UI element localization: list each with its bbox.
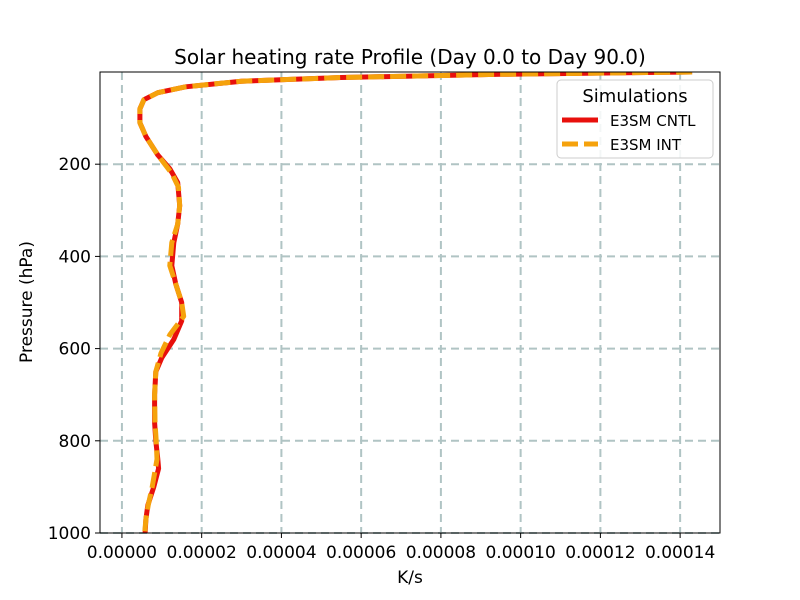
series-line-int — [137, 72, 693, 533]
x-tick-label: 0.00004 — [246, 543, 316, 563]
plot-area — [137, 72, 693, 533]
y-axis: 200 400 600 800 1000 — [48, 155, 100, 544]
grid — [100, 72, 720, 534]
plot-frame — [99, 71, 721, 534]
chart-title: Solar heating rate Profile (Day 0.0 to D… — [174, 45, 646, 69]
legend-label-int: E3SM INT — [610, 136, 682, 154]
x-tick-label: 0.00010 — [485, 543, 555, 563]
y-tick-label: 1000 — [48, 524, 91, 544]
legend: Simulations E3SM CNTL E3SM INT — [556, 79, 714, 159]
x-tick-label: 0.00008 — [406, 543, 476, 563]
x-tick-label: 0.00000 — [87, 543, 157, 563]
legend-box — [556, 79, 714, 159]
y-tick-label: 400 — [59, 247, 91, 267]
x-axis-label: K/s — [397, 568, 423, 588]
x-axis: 0.00000 0.00002 0.00004 0.00006 0.00008 0.000… — [87, 533, 715, 563]
y-tick-label: 800 — [59, 432, 91, 452]
legend-label-cntl: E3SM CNTL — [610, 112, 696, 130]
y-tick-label: 200 — [59, 155, 91, 175]
y-tick-label: 600 — [59, 340, 91, 360]
x-tick-label: 0.00012 — [565, 543, 635, 563]
y-axis-label: Pressure (hPa) — [17, 241, 37, 363]
legend-title: Simulations — [582, 86, 687, 107]
x-tick-label: 0.00002 — [167, 543, 237, 563]
x-tick-label: 0.00014 — [645, 543, 715, 563]
x-tick-label: 0.00006 — [326, 543, 396, 563]
